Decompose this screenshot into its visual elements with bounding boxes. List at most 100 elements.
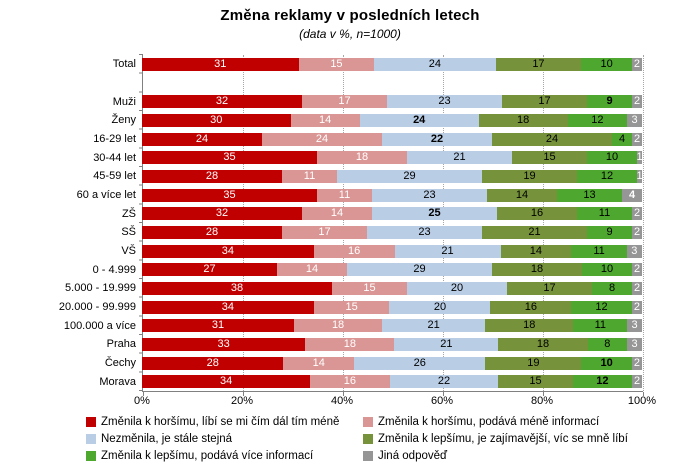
bar-segment: 15 (498, 375, 573, 389)
bar-row: Ženy 30 14 24 18 12 3 (0, 111, 642, 130)
bar-segment: 10 (587, 151, 637, 165)
y-axis-ticks (139, 54, 143, 391)
gridline (643, 55, 644, 391)
bar-track: 38 15 20 17 8 2 (142, 281, 642, 295)
legend-item: Změnila k horšímu, podává méně informací (363, 416, 661, 428)
bar-segment: 2 (632, 225, 642, 239)
category-label: 0 - 4.999 (92, 263, 136, 276)
x-axis-labels: 0% 20% 40% 60% 80% 100% (134, 395, 656, 409)
x-axis-tick (243, 392, 244, 396)
category-label: Muži (112, 95, 136, 108)
segment-value-label: 12 (600, 169, 614, 182)
bar-segment: 3 (627, 113, 642, 127)
bar-segment: 15 (332, 281, 407, 295)
segment-value-label: 23 (438, 95, 451, 108)
bar-segment: 9 (587, 95, 632, 109)
bar-segment: 11 (573, 319, 628, 333)
segment-value-label: 10 (600, 263, 614, 276)
segment-value-label: 10 (600, 356, 613, 369)
segment-value-label: 2 (633, 263, 641, 276)
bar-track: 35 11 23 14 13 4 (142, 188, 642, 202)
segment-value-label: 8 (608, 281, 616, 294)
bar-segment: 35 (142, 188, 317, 202)
category-label: 100.000 a více (63, 319, 136, 332)
legend-swatch-icon (86, 451, 96, 461)
bar-track: 28 14 26 19 10 2 (142, 356, 642, 370)
segment-value-label: 18 (530, 263, 544, 276)
segment-value-label: 31 (211, 319, 225, 332)
bar-row: 5.000 - 19.999 38 15 20 17 8 2 (0, 279, 642, 298)
bar-row: 20.000 - 99.999 34 15 20 16 12 2 (0, 298, 642, 317)
segment-value-label: 11 (598, 207, 611, 220)
segment-value-label: 28 (205, 225, 219, 238)
segment-value-label: 15 (363, 281, 376, 294)
bar-segment: 21 (382, 319, 486, 333)
category-label: Morava (99, 375, 136, 388)
bar-segment: 32 (142, 95, 302, 109)
segment-value-label: 23 (423, 188, 436, 201)
x-axis-tick-label: 20% (230, 395, 254, 407)
bar-segment: 28 (142, 356, 284, 370)
segment-value-label: 23 (418, 225, 431, 238)
segment-value-label: 2 (633, 57, 640, 70)
bar-segment: 24 (262, 132, 382, 146)
bar-row: Total 31 15 24 17 10 2 (0, 55, 642, 74)
bar-track: 32 14 25 16 11 2 (142, 207, 642, 221)
bar-segment: 16 (310, 375, 390, 389)
bar-track: 34 16 22 15 12 2 (142, 375, 642, 389)
bar-segment: 1 (636, 169, 643, 183)
segment-value-label: 16 (530, 207, 544, 220)
chart-title: Změna reklamy v posledních letech (220, 7, 480, 24)
segment-value-label: 12 (595, 300, 608, 313)
bar-segment: 14 (487, 188, 557, 202)
segment-value-label: 20 (450, 281, 464, 294)
bar-segment: 38 (142, 281, 332, 295)
bar-segment: 2 (632, 375, 642, 389)
bar-segment: 11 (317, 188, 372, 202)
segment-value-label: 16 (347, 244, 361, 257)
bar-segment: 10 (582, 263, 632, 277)
segment-value-label: 14 (305, 263, 319, 276)
bar-segment: 14 (290, 113, 360, 127)
bar-segment: 34 (142, 300, 314, 314)
segment-value-label: 2 (633, 375, 641, 388)
bar-segment: 17 (495, 57, 582, 71)
segment-value-label: 32 (215, 207, 229, 220)
segment-value-label: 13 (583, 188, 596, 201)
segment-value-label: 29 (413, 263, 426, 276)
bar-segment: 4 (622, 188, 642, 202)
segment-value-label: 14 (529, 244, 543, 257)
bar-segment: 23 (367, 225, 482, 239)
legend-item: Změnila k horšímu, líbí se mi čím dál tí… (86, 416, 363, 428)
segment-value-label: 24 (428, 57, 442, 70)
legend-swatch-icon (86, 417, 96, 427)
category-label: Total (112, 58, 136, 71)
category-label: Praha (106, 338, 136, 351)
gridline (543, 55, 544, 391)
bar-segment: 16 (497, 207, 577, 221)
legend-swatch-icon (86, 434, 96, 444)
legend-item: Změnila k lepšímu, je zajímavější, víc s… (363, 433, 661, 445)
bar-segment: 17 (507, 281, 592, 295)
segment-value-label: 18 (517, 113, 530, 126)
bar-segment: 24 (492, 132, 612, 146)
bar-row: Čechy 28 14 26 19 10 2 (0, 354, 642, 373)
legend-item: Změnila k lepšímu, podává více informací (86, 450, 363, 462)
bar-segment: 2 (632, 207, 642, 221)
bar-segment: 13 (557, 188, 622, 202)
x-axis-tick-label: 40% (330, 395, 354, 407)
segment-value-label: 18 (331, 319, 345, 332)
bar-segment: 11 (282, 169, 337, 183)
bar-segment: 4 (612, 132, 632, 146)
bar-segment: 21 (482, 225, 587, 239)
category-label: 60 a více let (76, 189, 136, 202)
segment-value-label: 12 (596, 375, 609, 388)
bar-track: 34 15 20 16 12 2 (142, 300, 642, 314)
bar-segment: 10 (581, 57, 632, 71)
bar-row: 45-59 let 28 11 29 19 12 1 (0, 167, 643, 186)
legend-swatch-icon (363, 434, 373, 444)
legend-swatch-icon (363, 451, 373, 461)
segment-value-label: 18 (355, 151, 369, 164)
bar-row: 30-44 let 35 18 21 15 10 1 (0, 148, 643, 167)
